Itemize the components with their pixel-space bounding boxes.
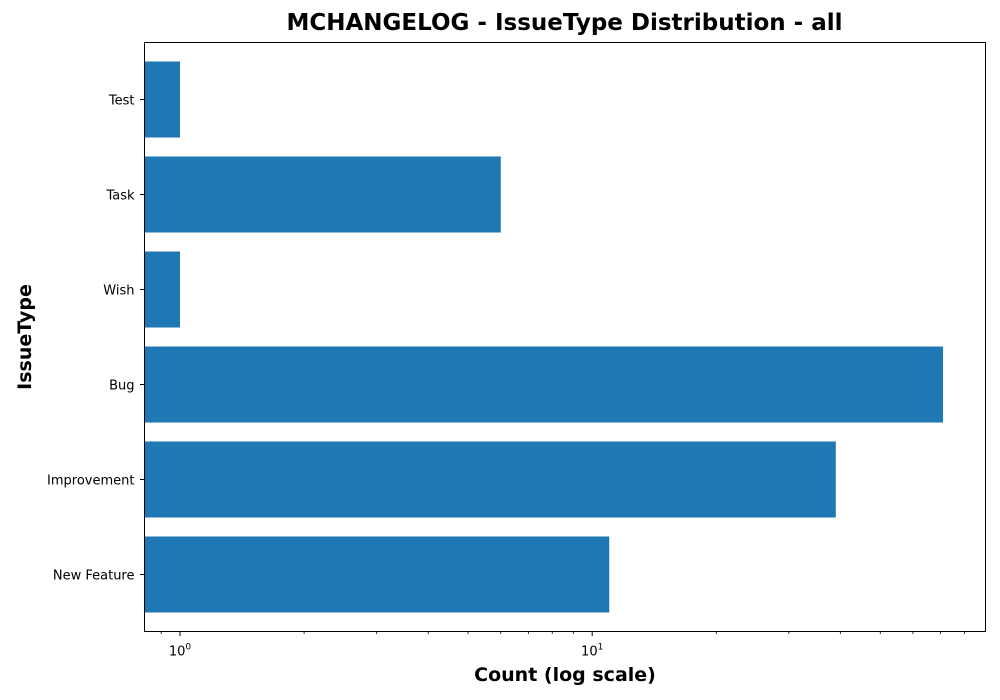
chart-title: MCHANGELOG - IssueType Distribution - al… bbox=[286, 10, 843, 36]
bar-bug bbox=[144, 346, 944, 423]
y-tick-label: Task bbox=[105, 189, 135, 204]
x-tick-label: 100 bbox=[169, 643, 192, 660]
plot-frame bbox=[144, 42, 986, 632]
y-tick-label: Improvement bbox=[47, 474, 134, 489]
bar-new-feature bbox=[144, 536, 610, 613]
y-tick-label: Bug bbox=[109, 379, 134, 394]
bars-layer bbox=[144, 61, 944, 613]
x-tick-label: 101 bbox=[581, 643, 603, 660]
bar-task bbox=[144, 156, 501, 233]
ticks-layer: New Feature Improvement Bug Wish Task Test 100… bbox=[47, 94, 965, 660]
y-axis-label: IssueType bbox=[14, 284, 36, 390]
y-tick-label: Wish bbox=[103, 284, 134, 299]
bar-wish bbox=[144, 251, 181, 328]
bar-test bbox=[144, 61, 181, 138]
x-axis-label: Count (log scale) bbox=[474, 664, 656, 686]
y-tick-label: Test bbox=[108, 94, 135, 109]
y-tick-label: New Feature bbox=[53, 569, 135, 584]
bar-improvement bbox=[144, 441, 836, 518]
